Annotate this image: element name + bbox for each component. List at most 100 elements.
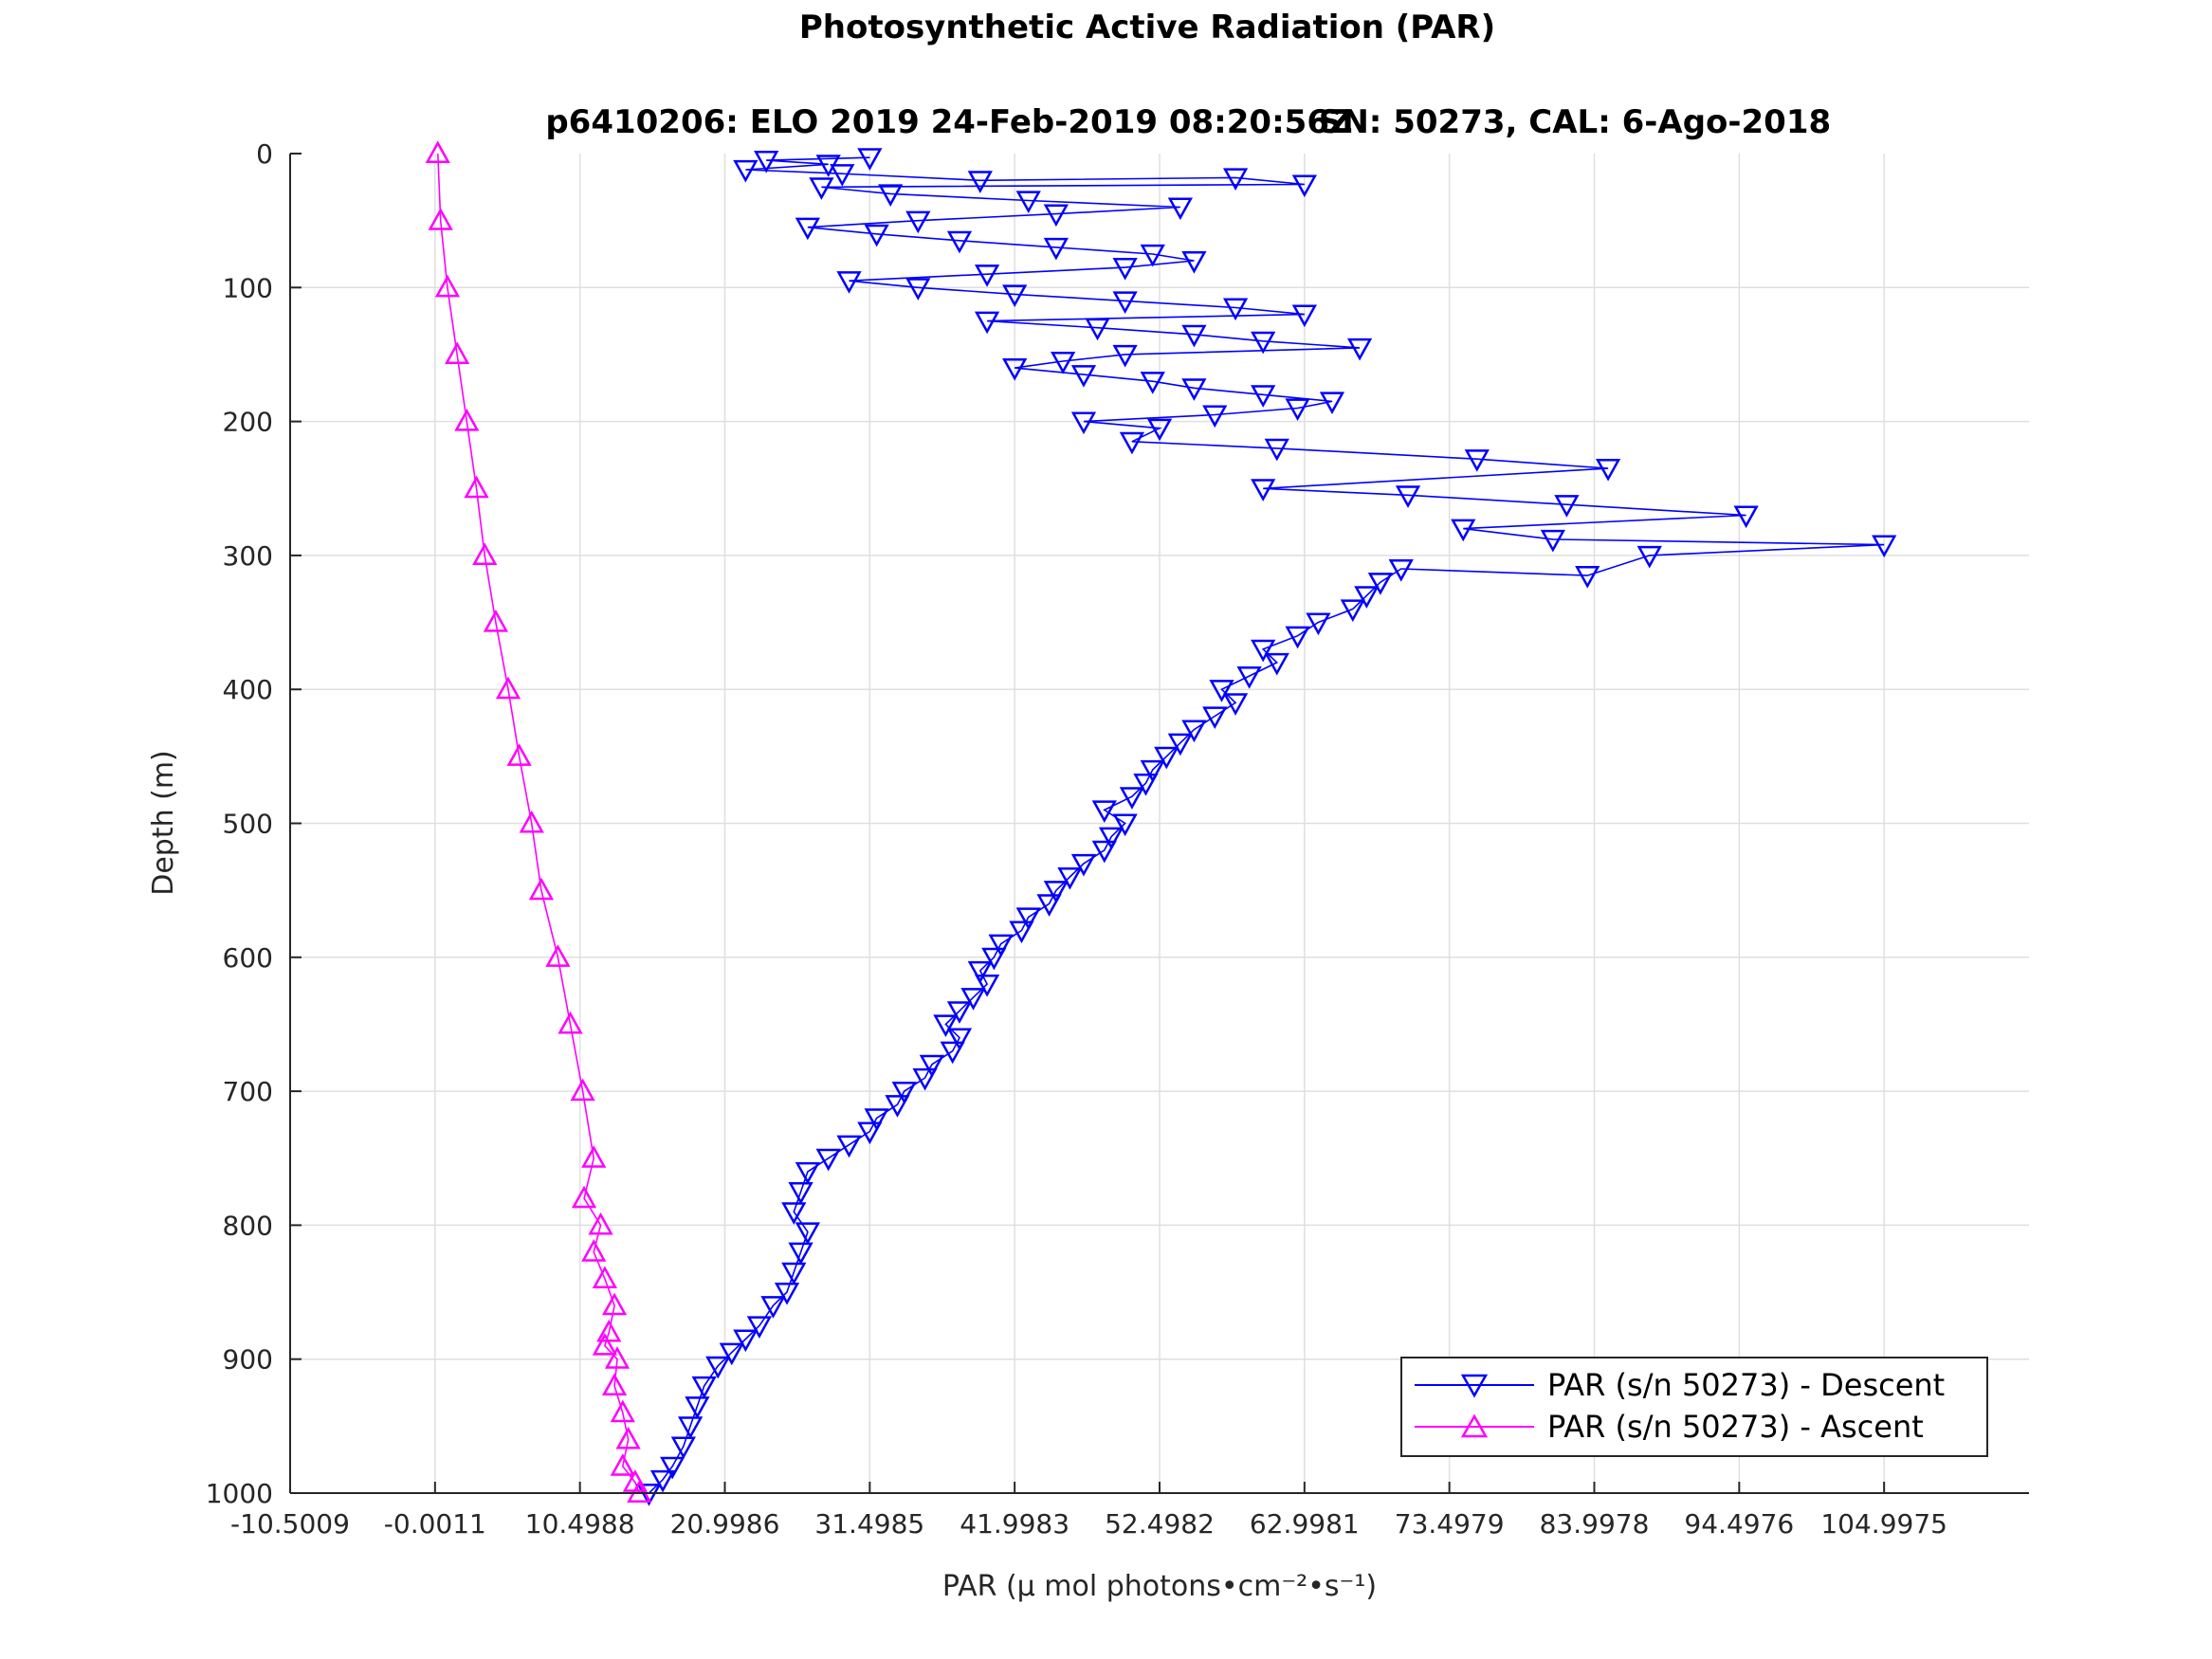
- descent-data-point: [1354, 586, 1380, 609]
- ascent-data-point: [495, 676, 521, 700]
- y-tick-label: 500: [223, 809, 273, 840]
- descent-data-point: [1202, 706, 1228, 730]
- x-tick-label: 41.9983: [960, 1508, 1069, 1540]
- descent-data-point: [1140, 372, 1165, 394]
- ascent-data-point: [592, 1266, 618, 1288]
- descent-data-point: [1015, 191, 1041, 214]
- descent-data-point: [1251, 385, 1276, 408]
- y-tick-label: 200: [223, 407, 273, 438]
- descent-data-point: [1395, 485, 1421, 508]
- ascent-data-point: [610, 1453, 635, 1476]
- descent-data-point: [960, 988, 986, 1011]
- axes: -10.5009 -0.0011 10.4988 20.9986 31.4985 41.9…: [206, 138, 2029, 1540]
- ascent-data-point: [570, 1078, 595, 1102]
- descent-data-point: [1112, 813, 1138, 837]
- descent-data-point: [836, 271, 862, 294]
- descent-data-point: [691, 1376, 717, 1399]
- y-tick-label: 900: [223, 1344, 273, 1376]
- descent-data-point: [974, 311, 1000, 335]
- descent-data-point: [1367, 573, 1394, 595]
- descent-data-point: [1306, 612, 1331, 636]
- descent-data-point: [1636, 545, 1662, 569]
- x-axis-ticks: -10.5009 -0.0011 10.4988 20.9986 31.4985 41.9…: [230, 1482, 1947, 1540]
- ascent-data-point: [428, 208, 453, 230]
- descent-data-point: [1002, 284, 1028, 307]
- y-tick-label: 300: [223, 540, 273, 572]
- ascent-data-point: [604, 1346, 631, 1369]
- x-tick-label: 104.9975: [1820, 1508, 1947, 1540]
- descent-data-point: [912, 1067, 938, 1091]
- x-tick-label: -10.5009: [230, 1508, 350, 1540]
- descent-data-point: [1036, 894, 1062, 917]
- legend-descent-label: PAR (s/n 50273) - Descent: [1547, 1367, 1945, 1403]
- descent-data-point: [719, 1342, 744, 1366]
- descent-data-point: [974, 975, 1000, 997]
- legend-box: [1400, 1357, 1988, 1457]
- descent-data-point: [1540, 529, 1565, 553]
- ascent-data-point: [610, 1399, 635, 1423]
- descent-data-point: [940, 1041, 965, 1065]
- descent-data-point: [1872, 535, 1897, 558]
- descent-data-point: [774, 1283, 800, 1305]
- descent-data-point: [1051, 351, 1076, 374]
- descent-data-point: [636, 1483, 662, 1506]
- descent-data-point: [1098, 827, 1124, 850]
- ascent-series-line: [437, 153, 641, 1494]
- x-tick-label: 94.4976: [1684, 1508, 1794, 1540]
- descent-data-point: [1091, 840, 1117, 864]
- descent-data-point: [809, 177, 834, 200]
- descent-data-point: [1575, 566, 1600, 589]
- descent-data-point: [1340, 599, 1365, 622]
- descent-data-point: [1451, 519, 1476, 542]
- ascent-data-point: [519, 810, 544, 833]
- ascent-data-point: [558, 1011, 583, 1034]
- descent-data-point: [905, 210, 931, 234]
- descent-data-point: [1043, 204, 1069, 228]
- descent-data-point: [1202, 405, 1228, 428]
- ascent-data-point: [581, 1145, 607, 1168]
- descent-data-point: [1070, 853, 1097, 877]
- descent-data-point: [1002, 358, 1028, 381]
- x-tick-label: 83.9978: [1540, 1508, 1650, 1540]
- descent-data-point: [733, 1329, 759, 1353]
- descent-data-point: [1251, 331, 1276, 355]
- ascent-data-point: [627, 1480, 652, 1504]
- ascent-data-point: [472, 542, 498, 565]
- ascent-data-point: [592, 1332, 618, 1356]
- x-tick-label: 31.4985: [814, 1508, 924, 1540]
- legend-ascent-marker: [1460, 1413, 1489, 1438]
- descent-data-point: [754, 151, 779, 173]
- descent-data-point: [788, 1182, 814, 1205]
- descent-data-point: [919, 1054, 944, 1078]
- legend: PAR (s/n 50273) - Descent PAR (s/n 50273…: [1400, 1357, 1988, 1457]
- descent-data-point: [1167, 197, 1193, 221]
- descent-data-point: [891, 1082, 917, 1104]
- chart-title: Photosynthetic Active Radiation (PAR): [799, 9, 1495, 46]
- descent-data-point: [1264, 438, 1289, 462]
- descent-data-point: [864, 1108, 889, 1131]
- descent-data-point: [1181, 378, 1207, 401]
- descent-data-point: [1015, 907, 1041, 930]
- ascent-data-point: [545, 944, 571, 967]
- descent-data-point: [974, 264, 1000, 287]
- y-tick-label: 400: [223, 674, 273, 705]
- descent-data-point: [678, 1416, 704, 1439]
- descent-data-point: [1554, 495, 1580, 518]
- ascent-data-point: [601, 1292, 628, 1316]
- ascent-series-markers: [425, 140, 652, 1504]
- descent-data-point: [1085, 318, 1110, 341]
- descent-data-point: [1209, 680, 1234, 702]
- descent-data-point: [1133, 774, 1159, 796]
- descent-data-point: [788, 1242, 814, 1266]
- descent-data-point: [1167, 733, 1193, 757]
- descent-data-point: [905, 278, 931, 301]
- descent-data-point: [1057, 866, 1083, 890]
- descent-data-point: [1595, 459, 1621, 482]
- y-tick-label: 1000: [206, 1478, 273, 1509]
- descent-data-point: [1285, 626, 1310, 649]
- descent-data-point: [733, 159, 759, 183]
- descent-data-point: [836, 1135, 862, 1158]
- descent-data-point: [1236, 666, 1262, 689]
- y-tick-label: 700: [223, 1076, 273, 1107]
